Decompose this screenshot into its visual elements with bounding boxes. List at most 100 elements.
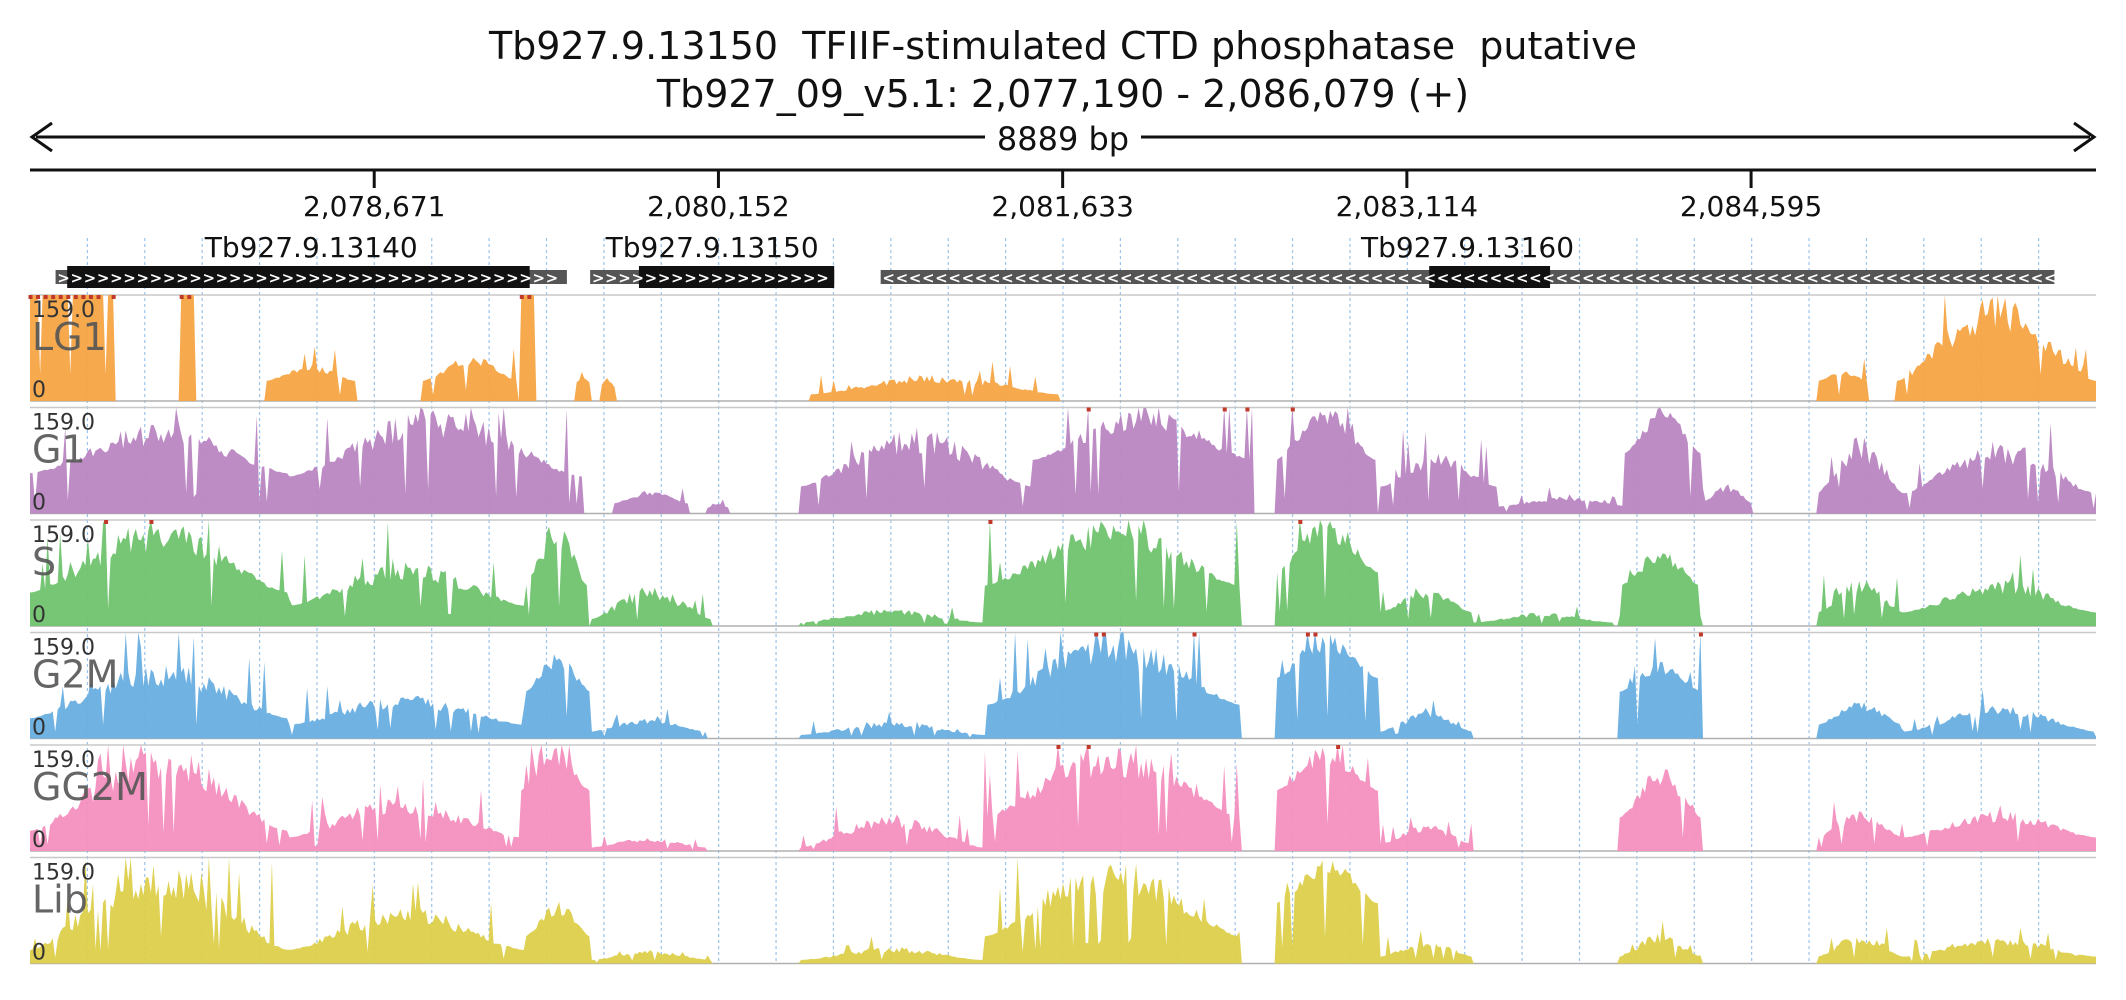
- clip-marker: [1698, 632, 1703, 637]
- clip-marker: [1290, 407, 1295, 412]
- strand-chevron: <: [1212, 269, 1225, 287]
- strand-chevron: <: [1661, 269, 1674, 287]
- track-ymin-label: 0: [32, 716, 46, 741]
- strand-chevron: <: [1899, 269, 1912, 287]
- span-label: 8889 bp: [997, 120, 1129, 158]
- gene-cds: [638, 266, 835, 288]
- track-lg1: 159.0 0 LG1: [28, 294, 2096, 403]
- clip-marker: [1101, 632, 1106, 637]
- strand-chevron: <: [1846, 269, 1859, 287]
- strand-chevron: >: [803, 269, 816, 287]
- strand-chevron: <: [1305, 269, 1318, 287]
- clip-marker: [73, 295, 78, 299]
- strand-chevron: <: [2031, 269, 2044, 287]
- strand-chevron: >: [605, 269, 618, 287]
- strand-chevron: <: [1569, 269, 1582, 287]
- clip-marker: [81, 295, 86, 299]
- strand-chevron: <: [1331, 269, 1344, 287]
- coverage-area: [30, 745, 2096, 851]
- strand-chevron: <: [1199, 269, 1212, 287]
- strand-chevron: >: [750, 269, 763, 287]
- strand-chevron: <: [988, 269, 1001, 287]
- track-g1: 159.0 0 G1: [30, 406, 2096, 516]
- clip-marker: [58, 295, 63, 299]
- strand-chevron: <: [1041, 269, 1054, 287]
- gene-cds: [1429, 266, 1551, 288]
- track-name: S: [32, 540, 56, 584]
- gene-cds: [67, 266, 530, 288]
- strand-chevron: <: [1080, 269, 1093, 287]
- strand-chevron: >: [466, 269, 479, 287]
- strand-chevron: >: [387, 269, 400, 287]
- clip-marker: [1305, 632, 1310, 637]
- strand-chevron: >: [136, 269, 149, 287]
- strand-chevron: <: [1754, 269, 1767, 287]
- strand-chevron: >: [123, 269, 136, 287]
- strand-chevron: >: [84, 269, 97, 287]
- strand-chevron: <: [1001, 269, 1014, 287]
- strand-chevron: >: [321, 269, 334, 287]
- strand-chevron: <: [1503, 269, 1516, 287]
- clip-marker: [187, 295, 192, 299]
- coverage-area: [30, 857, 2096, 964]
- strand-chevron: <: [1688, 269, 1701, 287]
- strand-chevron: >: [361, 269, 374, 287]
- strand-chevron: <: [1265, 269, 1278, 287]
- clip-marker: [1192, 632, 1197, 637]
- axis-tick-label: 2,080,152: [647, 190, 790, 223]
- strand-chevron: >: [440, 269, 453, 287]
- strand-chevron: >: [816, 269, 829, 287]
- strand-chevron: <: [1714, 269, 1727, 287]
- strand-chevron: <: [1912, 269, 1925, 287]
- strand-chevron: >: [645, 269, 658, 287]
- strand-chevron: >: [202, 269, 215, 287]
- track-gg2m: 159.0 0 GG2M: [30, 744, 2096, 853]
- clip-marker: [149, 520, 154, 524]
- strand-chevron: <: [1582, 269, 1595, 287]
- clip-marker: [43, 295, 48, 299]
- strand-chevron: <: [975, 269, 988, 287]
- strand-chevron: >: [546, 269, 559, 287]
- strand-chevron: <: [1727, 269, 1740, 287]
- clip-marker: [51, 295, 56, 299]
- strand-chevron: <: [962, 269, 975, 287]
- strand-chevron: <: [1344, 269, 1357, 287]
- track-name: LG1: [32, 315, 107, 359]
- strand-chevron: >: [110, 269, 123, 287]
- track-name: G1: [32, 428, 86, 472]
- strand-chevron: >: [631, 269, 644, 287]
- strand-chevron: <: [1054, 269, 1067, 287]
- axis-tick-label: 2,083,114: [1336, 190, 1479, 223]
- track-ymin-label: 0: [32, 603, 46, 628]
- strand-chevron: <: [1028, 269, 1041, 287]
- clip-marker: [96, 295, 101, 299]
- strand-chevron: <: [1133, 269, 1146, 287]
- strand-chevron: >: [506, 269, 519, 287]
- strand-chevron: <: [1978, 269, 1991, 287]
- track-ymin-label: 0: [32, 491, 46, 516]
- strand-chevron: >: [414, 269, 427, 287]
- strand-chevron: <: [948, 269, 961, 287]
- strand-chevron: >: [255, 269, 268, 287]
- strand-chevron: >: [70, 269, 83, 287]
- strand-chevron: <: [1622, 269, 1635, 287]
- strand-chevron: <: [1476, 269, 1489, 287]
- strand-chevron: <: [1371, 269, 1384, 287]
- span-label-bg: [985, 117, 1141, 157]
- strand-chevron: >: [97, 269, 110, 287]
- strand-chevron: <: [1490, 269, 1503, 287]
- clip-marker: [88, 295, 93, 299]
- strand-chevron: >: [57, 269, 70, 287]
- strand-chevron: >: [400, 269, 413, 287]
- gene-label: Tb927.9.13160: [1360, 231, 1574, 264]
- track-name: GG2M: [32, 765, 148, 809]
- clip-marker: [1056, 745, 1061, 749]
- clip-marker: [179, 295, 184, 299]
- gene-track: > > > > > > > > > > > > > > > > > > > > > > > > > > > > > > > > > > > > > >Tb…: [55, 231, 2057, 288]
- strand-chevron: >: [697, 269, 710, 287]
- strand-chevron: >: [493, 269, 506, 287]
- strand-chevron: >: [519, 269, 532, 287]
- strand-chevron: >: [453, 269, 466, 287]
- strand-chevron: >: [671, 269, 684, 287]
- strand-chevron: <: [1463, 269, 1476, 287]
